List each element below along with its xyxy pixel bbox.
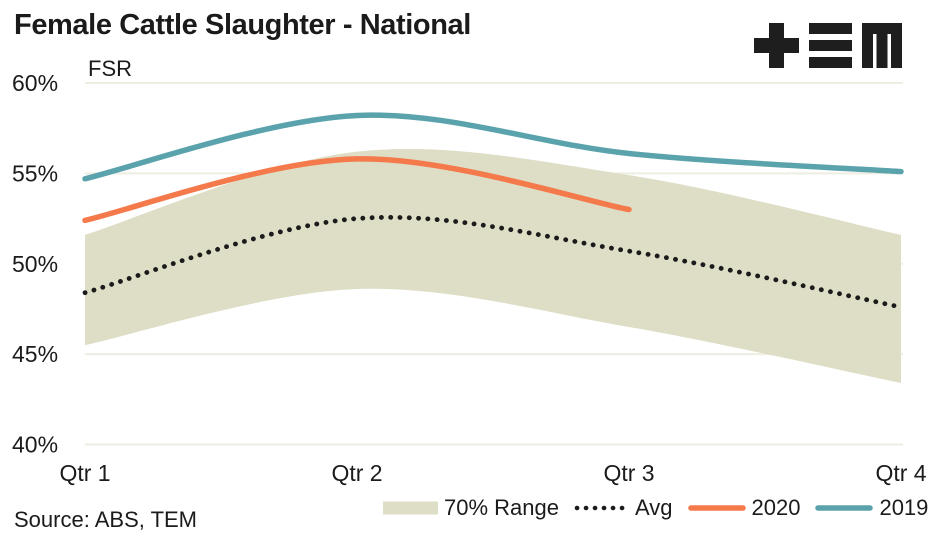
y-tick-label: 40% (12, 432, 58, 458)
legend-item-2019[interactable]: 2019 (815, 495, 928, 521)
plus-icon (754, 23, 799, 68)
range-swatch-icon (383, 501, 438, 515)
y-tick-label: 50% (12, 251, 58, 277)
series-line-2019 (82, 112, 904, 182)
tem-logo-svg (754, 23, 902, 68)
legend-label: Avg (634, 495, 673, 520)
x-tick-label: Qtr 4 (875, 460, 926, 486)
series-range-area (85, 148, 901, 384)
x-tick-label: Qtr 2 (331, 460, 382, 486)
source-note: Source: ABS, TEM (14, 507, 198, 532)
tem-logo (754, 23, 902, 68)
orange-line-icon (687, 504, 746, 512)
chart-title: Female Cattle Slaughter - National (14, 9, 471, 41)
y-tick-label: 55% (12, 160, 58, 186)
legend-label: 2019 (879, 495, 929, 520)
teal-line-icon (815, 504, 874, 512)
legend-item-70pct-range[interactable]: 70% Range (383, 495, 559, 521)
y-axis-title: FSR (88, 56, 132, 81)
legend-label: 70% Range (444, 495, 559, 520)
chart-canvas: 60% 55% 50% 45% 40%Qtr 1 Qtr 2 Qtr 3 Qtr 4 (12, 70, 927, 486)
legend-label: 2020 (751, 495, 801, 520)
y-tick-label: 60% (12, 70, 58, 96)
x-tick-label: Qtr 1 (59, 460, 110, 486)
series-line-avg (82, 214, 904, 310)
legend-item-avg[interactable]: Avg (574, 495, 673, 521)
legend-item-2020[interactable]: 2020 (687, 495, 801, 521)
triple-bar-icon (809, 23, 852, 68)
x-tick-label: Qtr 3 (603, 460, 654, 486)
dotted-line-icon (574, 504, 629, 512)
y-tick-label: 45% (12, 341, 58, 367)
series-line-2020 (82, 156, 632, 224)
m-icon (862, 23, 902, 68)
chart-legend: 70% Range Avg 2020 2019 (383, 495, 928, 521)
